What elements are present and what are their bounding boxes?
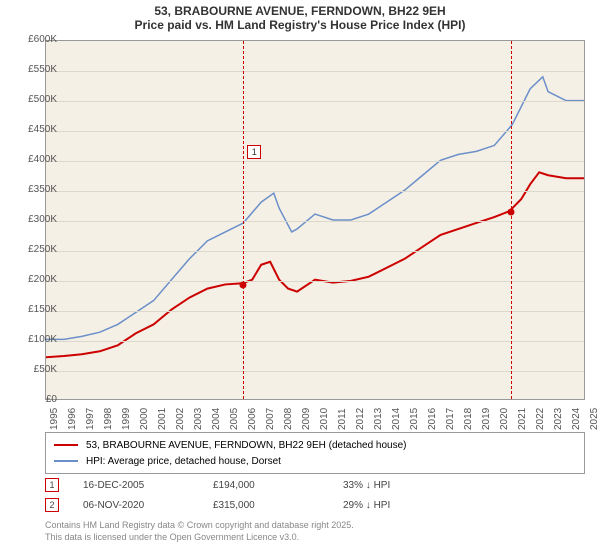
- marker-dot: [240, 281, 247, 288]
- y-gridline: [46, 191, 584, 192]
- chart-title: 53, BRABOURNE AVENUE, FERNDOWN, BH22 9EH…: [0, 0, 600, 34]
- title-line-1: 53, BRABOURNE AVENUE, FERNDOWN, BH22 9EH: [0, 4, 600, 18]
- transaction-table: 1 16-DEC-2005 £194,000 33% ↓ HPI 2 06-NO…: [45, 475, 585, 515]
- x-tick-label: 2009: [301, 408, 312, 430]
- x-tick-label: 2008: [283, 408, 294, 430]
- x-tick-label: 2021: [517, 408, 528, 430]
- x-tick-label: 2022: [535, 408, 546, 430]
- series-line-property: [46, 172, 584, 357]
- x-tick-label: 2013: [373, 408, 384, 430]
- legend-swatch-hpi: [54, 460, 78, 462]
- marker-dot: [508, 209, 515, 216]
- legend-row-property: 53, BRABOURNE AVENUE, FERNDOWN, BH22 9EH…: [54, 437, 576, 453]
- y-tick-label: £250K: [17, 244, 57, 255]
- table-row: 2 06-NOV-2020 £315,000 29% ↓ HPI: [45, 495, 585, 515]
- row-price: £315,000: [213, 500, 343, 511]
- x-tick-label: 2000: [139, 408, 150, 430]
- marker-vline: [243, 41, 244, 399]
- y-gridline: [46, 161, 584, 162]
- table-row: 1 16-DEC-2005 £194,000 33% ↓ HPI: [45, 475, 585, 495]
- series-line-hpi: [46, 77, 584, 340]
- row-marker-1: 1: [45, 478, 59, 492]
- x-tick-label: 2005: [229, 408, 240, 430]
- title-line-2: Price paid vs. HM Land Registry's House …: [0, 18, 600, 32]
- y-gridline: [46, 281, 584, 282]
- x-tick-label: 2014: [391, 408, 402, 430]
- x-tick-label: 2011: [337, 408, 348, 430]
- x-tick-label: 1997: [85, 408, 96, 430]
- x-tick-label: 2004: [211, 408, 222, 430]
- chart-container: 53, BRABOURNE AVENUE, FERNDOWN, BH22 9EH…: [0, 0, 600, 560]
- y-gridline: [46, 251, 584, 252]
- row-marker-2: 2: [45, 498, 59, 512]
- x-tick-label: 2003: [193, 408, 204, 430]
- row-delta: 29% ↓ HPI: [343, 500, 473, 511]
- y-gridline: [46, 311, 584, 312]
- legend: 53, BRABOURNE AVENUE, FERNDOWN, BH22 9EH…: [45, 432, 585, 474]
- legend-swatch-property: [54, 444, 78, 446]
- row-price: £194,000: [213, 480, 343, 491]
- y-gridline: [46, 71, 584, 72]
- x-tick-label: 2001: [157, 408, 168, 430]
- x-tick-label: 2006: [247, 408, 258, 430]
- x-tick-label: 2023: [553, 408, 564, 430]
- y-tick-label: £100K: [17, 334, 57, 345]
- row-date: 06-NOV-2020: [83, 500, 213, 511]
- x-tick-label: 1995: [49, 408, 60, 430]
- y-tick-label: £50K: [17, 364, 57, 375]
- x-tick-label: 1999: [121, 408, 132, 430]
- x-tick-label: 2018: [463, 408, 474, 430]
- marker-vline: [511, 41, 512, 399]
- x-tick-label: 1996: [67, 408, 78, 430]
- x-tick-label: 1998: [103, 408, 114, 430]
- x-tick-label: 2010: [319, 408, 330, 430]
- y-tick-label: £150K: [17, 304, 57, 315]
- x-tick-label: 2015: [409, 408, 420, 430]
- y-tick-label: £200K: [17, 274, 57, 285]
- y-tick-label: £550K: [17, 64, 57, 75]
- x-tick-label: 2002: [175, 408, 186, 430]
- y-tick-label: £350K: [17, 184, 57, 195]
- x-tick-label: 2012: [355, 408, 366, 430]
- x-tick-label: 2016: [427, 408, 438, 430]
- legend-label-property: 53, BRABOURNE AVENUE, FERNDOWN, BH22 9EH…: [86, 440, 406, 451]
- y-gridline: [46, 131, 584, 132]
- legend-row-hpi: HPI: Average price, detached house, Dors…: [54, 453, 576, 469]
- marker-box: 1: [247, 145, 261, 159]
- y-gridline: [46, 101, 584, 102]
- y-tick-label: £0: [17, 394, 57, 405]
- y-tick-label: £500K: [17, 94, 57, 105]
- y-tick-label: £300K: [17, 214, 57, 225]
- x-tick-label: 2025: [589, 408, 600, 430]
- y-gridline: [46, 341, 584, 342]
- y-tick-label: £450K: [17, 124, 57, 135]
- x-tick-label: 2020: [499, 408, 510, 430]
- x-tick-label: 2019: [481, 408, 492, 430]
- plot-svg: [46, 41, 584, 399]
- x-tick-label: 2007: [265, 408, 276, 430]
- row-date: 16-DEC-2005: [83, 480, 213, 491]
- y-tick-label: £600K: [17, 34, 57, 45]
- footer-attribution: Contains HM Land Registry data © Crown c…: [45, 520, 354, 543]
- legend-label-hpi: HPI: Average price, detached house, Dors…: [86, 456, 281, 467]
- plot-area: 12: [45, 40, 585, 400]
- y-tick-label: £400K: [17, 154, 57, 165]
- footer-line-1: Contains HM Land Registry data © Crown c…: [45, 520, 354, 532]
- y-gridline: [46, 371, 584, 372]
- x-tick-label: 2024: [571, 408, 582, 430]
- footer-line-2: This data is licensed under the Open Gov…: [45, 532, 354, 544]
- x-tick-label: 2017: [445, 408, 456, 430]
- y-gridline: [46, 221, 584, 222]
- row-delta: 33% ↓ HPI: [343, 480, 473, 491]
